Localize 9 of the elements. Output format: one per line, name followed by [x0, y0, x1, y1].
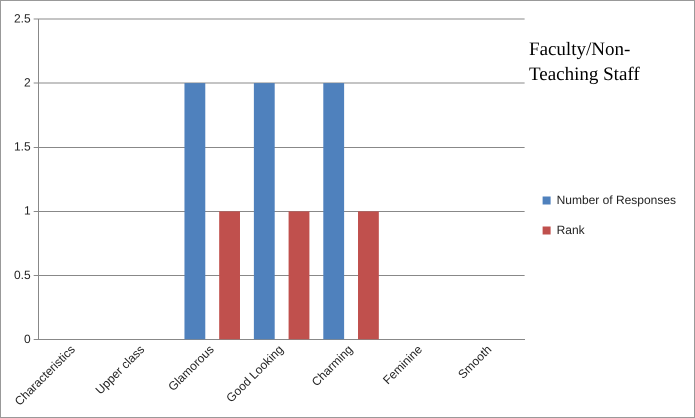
y-tick-label: 1 — [24, 204, 31, 218]
y-tick-label: 0.5 — [14, 268, 31, 282]
y-tick-label: 1.5 — [14, 140, 31, 154]
legend-label: Number of Responses — [556, 192, 676, 207]
y-tick-label: 2 — [24, 75, 31, 90]
text: Faculty/Non-Teaching Staff — [529, 38, 641, 87]
y-tick-label: 2.5 — [14, 11, 31, 26]
legend-label: Rank — [556, 222, 586, 237]
y-tick-label: 0 — [24, 332, 31, 346]
